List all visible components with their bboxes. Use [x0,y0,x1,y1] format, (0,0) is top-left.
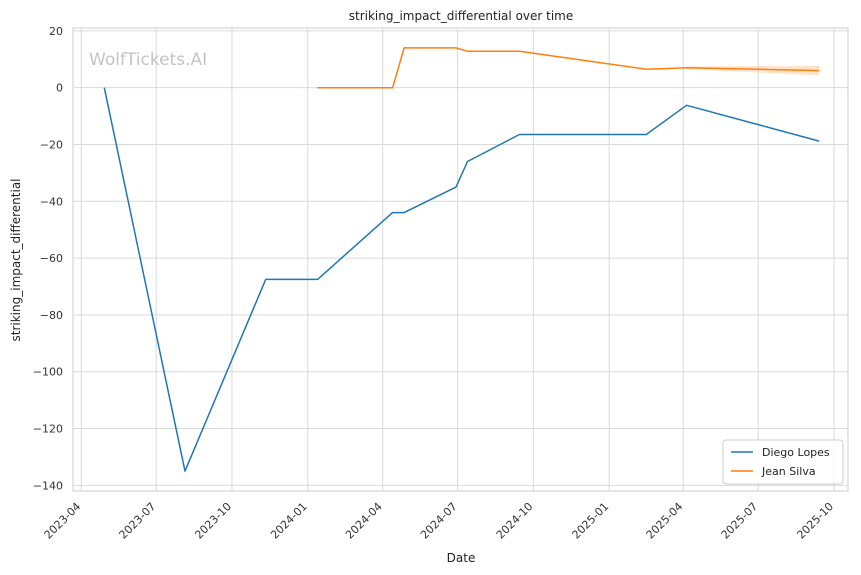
x-tick-label: 2024-01 [268,500,310,542]
legend: Diego Lopes Jean Silva [722,439,844,485]
chart-title: striking_impact_differential over time [349,9,574,23]
legend-label: Diego Lopes [762,446,830,459]
y-tick-label: −60 [40,252,63,265]
series-line [317,47,820,89]
x-tick-label: 2024-07 [418,500,460,542]
series-lines [103,47,820,472]
x-tick-label: 2025-04 [644,500,686,542]
y-tick-label: −140 [33,479,63,492]
y-axis-ticks: 20 0 −20 −40 −60 −80 −100 −120 −140 [33,25,63,492]
x-tick-label: 2025-01 [570,500,612,542]
x-axis-ticks: 2023-04 2023-07 2023-10 2024-01 2024-04 2024-… [42,500,836,542]
grid [73,28,848,491]
plot-area [72,27,849,492]
y-tick-label: 0 [56,82,63,95]
y-tick-label: −120 [33,423,63,436]
legend-box [722,439,844,485]
x-tick-label: 2023-10 [192,500,234,542]
legend-label: Jean Silva [761,465,816,478]
series-line [103,87,820,472]
x-tick-label: 2023-04 [42,500,84,542]
x-tick-label: 2024-10 [494,500,536,542]
y-tick-label: −40 [40,195,63,208]
x-tick-label: 2025-10 [794,500,836,542]
y-tick-label: −20 [40,138,63,151]
y-tick-label: −100 [33,366,63,379]
x-axis-title: Date [447,551,476,565]
watermark: WolfTickets.AI [89,50,207,70]
y-axis-title: striking_impact_differential [9,178,23,341]
x-tick-label: 2023-07 [117,500,159,542]
x-tick-label: 2024-04 [343,500,385,542]
y-tick-label: 20 [49,25,63,38]
x-tick-label: 2025-07 [719,500,761,542]
y-tick-label: −80 [40,309,63,322]
